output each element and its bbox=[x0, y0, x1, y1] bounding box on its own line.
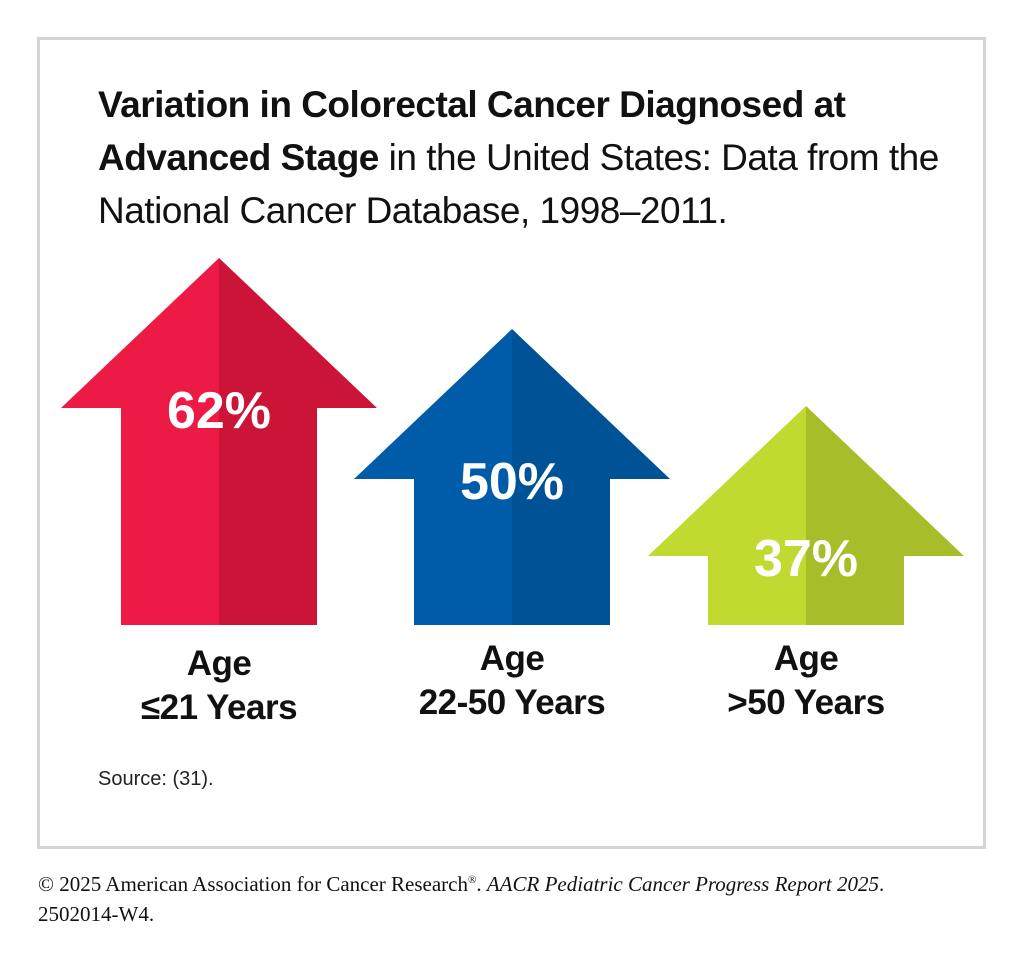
value-label-0: 62% bbox=[167, 382, 271, 440]
arrow-bar-0: 62% bbox=[61, 258, 377, 625]
value-label-1: 50% bbox=[460, 453, 564, 511]
footer-separator: . bbox=[476, 872, 487, 896]
footer-line-1: © 2025 American Association for Cancer R… bbox=[38, 865, 998, 899]
arrow-bar-1: 50% bbox=[354, 329, 670, 625]
category-label-1-line-2: 22-50 Years bbox=[418, 683, 606, 722]
arrow-left-half-1 bbox=[354, 329, 512, 625]
arrow-right-half-2 bbox=[806, 405, 964, 625]
footer-end: . bbox=[879, 872, 885, 896]
category-label-2-line-2: >50 Years bbox=[727, 683, 885, 722]
category-label-1: Age 22-50 Years bbox=[362, 637, 662, 725]
footer-code: 2502014-W4. bbox=[38, 902, 155, 926]
arrow-left-half-2 bbox=[648, 405, 806, 625]
copyright-footer: © 2025 American Association for Cancer R… bbox=[38, 865, 998, 929]
footer-registered: ® bbox=[468, 874, 477, 886]
chart-title: Variation in Colorectal Cancer Diagnosed… bbox=[98, 78, 958, 237]
title-regular: in the United States: Data from the Nati… bbox=[98, 137, 939, 231]
title-bold: Variation in Colorectal Cancer Diagnosed… bbox=[98, 84, 846, 178]
arrow-left-half-0 bbox=[61, 258, 219, 625]
footer-report-title: AACR Pediatric Cancer Progress Report 20… bbox=[486, 872, 879, 896]
source-note: Source: (31). bbox=[98, 768, 214, 790]
arrow-right-half-1 bbox=[512, 329, 670, 625]
value-label-2: 37% bbox=[754, 530, 858, 588]
arrow-right-half-0 bbox=[219, 258, 377, 625]
category-label-0-line-2: ≤21 Years bbox=[140, 688, 298, 727]
footer-copyright: © 2025 American Association for Cancer R… bbox=[38, 872, 468, 896]
category-label-0: Age ≤21 Years bbox=[69, 642, 369, 730]
arrow-bar-2: 37% bbox=[648, 405, 964, 625]
category-label-1-line-1: Age bbox=[479, 639, 545, 678]
category-label-2: Age >50 Years bbox=[656, 637, 956, 725]
category-label-0-line-1: Age bbox=[186, 644, 252, 683]
category-label-2-line-1: Age bbox=[773, 639, 839, 678]
